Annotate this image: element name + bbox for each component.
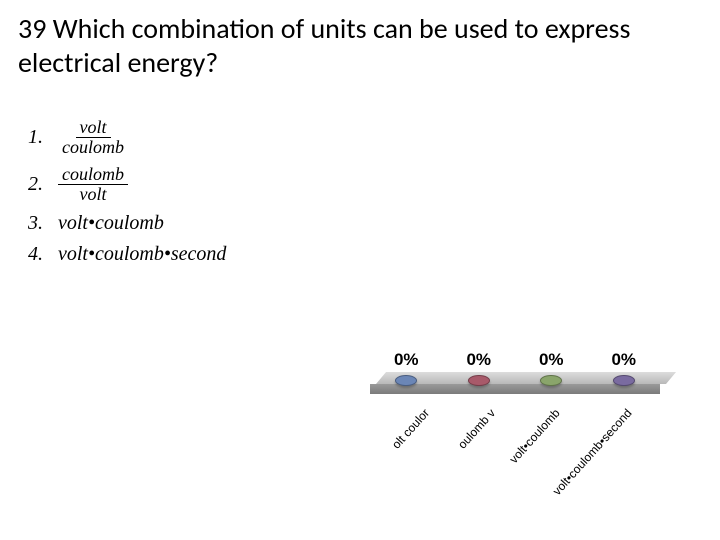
pct-3: 0% [515, 350, 588, 370]
disc-4 [613, 375, 635, 386]
option-4: 4. volt•coulomb•second [28, 243, 226, 266]
option-3-text: volt•coulomb [58, 212, 164, 235]
option-3-num: 3. [28, 212, 54, 235]
disc-row [370, 375, 660, 386]
option-1-numerator: volt [76, 118, 111, 138]
question-body: Which combination of units can be used t… [18, 11, 630, 80]
option-4-text: volt•coulomb•second [58, 243, 226, 266]
option-2: 2. coulomb volt [28, 165, 226, 204]
xlabel-2: oulomb v [455, 406, 498, 452]
xlabel-3: volt•coulomb [506, 406, 562, 466]
percentage-row: 0% 0% 0% 0% [370, 350, 660, 370]
options-list: 1. volt coulomb 2. coulomb volt 3. volt•… [28, 118, 226, 274]
question-number: 39 [18, 11, 46, 46]
option-2-numerator: coulomb [58, 165, 128, 185]
pct-1: 0% [370, 350, 443, 370]
pct-4: 0% [588, 350, 661, 370]
option-2-fraction: coulomb volt [58, 165, 128, 204]
option-1-num: 1. [28, 126, 54, 149]
disc-1 [395, 375, 417, 386]
xlabel-1: olt coulor [389, 406, 432, 452]
question-text: 39 Which combination of units can be use… [18, 12, 702, 79]
pct-2: 0% [443, 350, 516, 370]
xlabel-4: volt•coulomb•second [550, 406, 635, 498]
x-axis-labels: olt coulor oulomb v volt•coulomb volt•co… [370, 400, 660, 520]
option-1-denominator: coulomb [58, 138, 128, 157]
option-3: 3. volt•coulomb [28, 212, 226, 235]
response-chart: 0% 0% 0% 0% olt coulor oulomb v volt•cou… [370, 350, 660, 520]
option-1-fraction: volt coulomb [58, 118, 128, 157]
option-2-denominator: volt [76, 185, 111, 204]
option-4-num: 4. [28, 243, 54, 266]
disc-3 [540, 375, 562, 386]
option-2-num: 2. [28, 173, 54, 196]
disc-2 [468, 375, 490, 386]
chart-platform [370, 372, 660, 396]
option-1: 1. volt coulomb [28, 118, 226, 157]
